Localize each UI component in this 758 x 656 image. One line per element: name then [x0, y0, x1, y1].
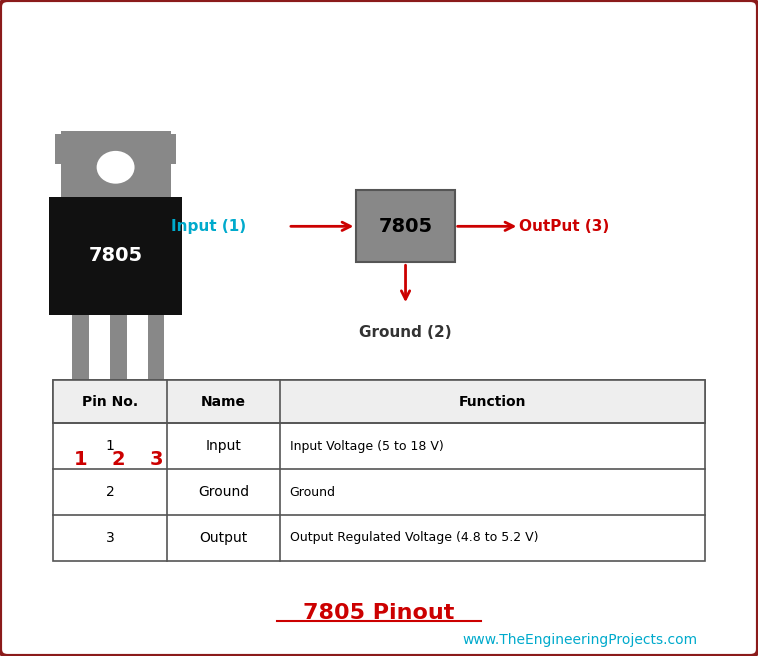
Bar — [55, 134, 72, 164]
Bar — [49, 197, 182, 315]
Text: Ground: Ground — [290, 485, 336, 499]
Text: Output: Output — [199, 531, 248, 545]
Text: Input (1): Input (1) — [171, 219, 246, 234]
Text: Ground (2): Ground (2) — [359, 325, 452, 340]
Bar — [72, 315, 89, 433]
Bar — [148, 315, 164, 433]
Text: 7805: 7805 — [89, 247, 143, 265]
Text: www.TheEngineeringProjects.com: www.TheEngineeringProjects.com — [462, 632, 697, 647]
Text: 7805 Pinout: 7805 Pinout — [303, 604, 455, 623]
Text: 1: 1 — [105, 439, 114, 453]
Circle shape — [96, 151, 134, 184]
Bar — [61, 131, 171, 197]
Bar — [356, 190, 455, 262]
Text: OutPut (3): OutPut (3) — [519, 219, 609, 234]
Text: Output Regulated Voltage (4.8 to 5.2 V): Output Regulated Voltage (4.8 to 5.2 V) — [290, 531, 538, 544]
Text: Name: Name — [201, 395, 246, 409]
Text: 7805: 7805 — [378, 217, 433, 236]
Text: Function: Function — [459, 395, 527, 409]
Text: Input: Input — [205, 439, 242, 453]
Text: Input Voltage (5 to 18 V): Input Voltage (5 to 18 V) — [290, 440, 443, 453]
Bar — [53, 380, 705, 561]
Text: 3: 3 — [149, 450, 163, 468]
Bar — [159, 134, 176, 164]
Text: 1: 1 — [74, 450, 87, 468]
Text: Ground: Ground — [198, 485, 249, 499]
Bar — [53, 380, 705, 423]
Text: Pin No.: Pin No. — [82, 395, 138, 409]
Text: 3: 3 — [105, 531, 114, 545]
Text: 2: 2 — [111, 450, 125, 468]
Text: 2: 2 — [105, 485, 114, 499]
Bar — [110, 315, 127, 433]
